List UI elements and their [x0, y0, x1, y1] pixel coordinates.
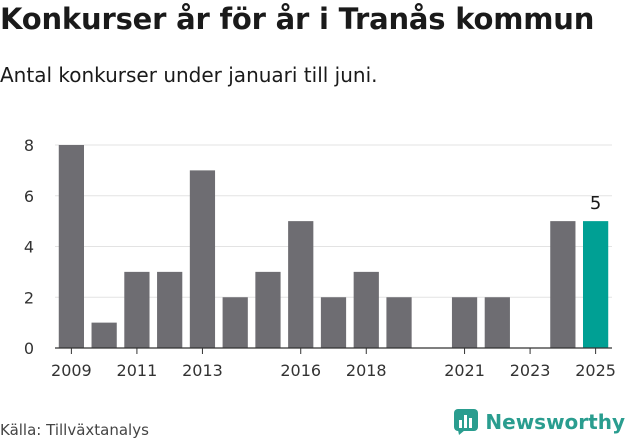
chart-subtitle: Antal konkurser under januari till juni. [0, 63, 378, 87]
x-tick-label: 2009 [51, 361, 92, 380]
source-note: Källa: Tillväxtanalys [0, 421, 149, 439]
bar-2019 [386, 297, 412, 348]
bar-2025 [583, 221, 609, 348]
bar-2022 [484, 297, 510, 348]
chart-title: Konkurser år för år i Tranås kommun [0, 2, 595, 36]
x-tick-label: 2021 [444, 361, 485, 380]
bar-2024 [550, 221, 576, 348]
y-tick-label: 0 [24, 339, 34, 358]
bar-2015 [255, 271, 281, 348]
bar-2017 [320, 297, 347, 348]
y-tick-label: 4 [24, 238, 34, 257]
bar-2012 [157, 271, 183, 348]
brand-name: Newsworthy [485, 410, 625, 434]
bar-chart: 0 2 4 6 8 2009 2011 2013 2016 2018 2021 2023 2025 5 [24, 136, 616, 380]
x-tick-label: 2025 [575, 361, 616, 380]
x-tick-label: 2013 [182, 361, 223, 380]
x-tick-label: 2011 [117, 361, 158, 380]
bar-2011 [124, 271, 150, 348]
bar-2009 [58, 145, 84, 348]
brand-logo: Newsworthy [453, 408, 625, 436]
bar-2013 [189, 170, 216, 348]
x-tick-label: 2023 [510, 361, 551, 380]
bar-2016 [288, 221, 314, 348]
highlight-value-label: 5 [590, 193, 601, 214]
y-tick-label: 2 [24, 288, 34, 307]
y-tick-label: 6 [24, 187, 34, 206]
bar-2014 [222, 297, 248, 348]
bar-2010 [91, 322, 117, 348]
x-tick-label: 2016 [280, 361, 321, 380]
bar-2018 [353, 271, 379, 348]
bar-2021 [451, 297, 478, 348]
x-tick-label: 2018 [346, 361, 387, 380]
y-tick-label: 8 [24, 136, 34, 155]
bar-chart-speech-bubble-icon [453, 408, 479, 436]
